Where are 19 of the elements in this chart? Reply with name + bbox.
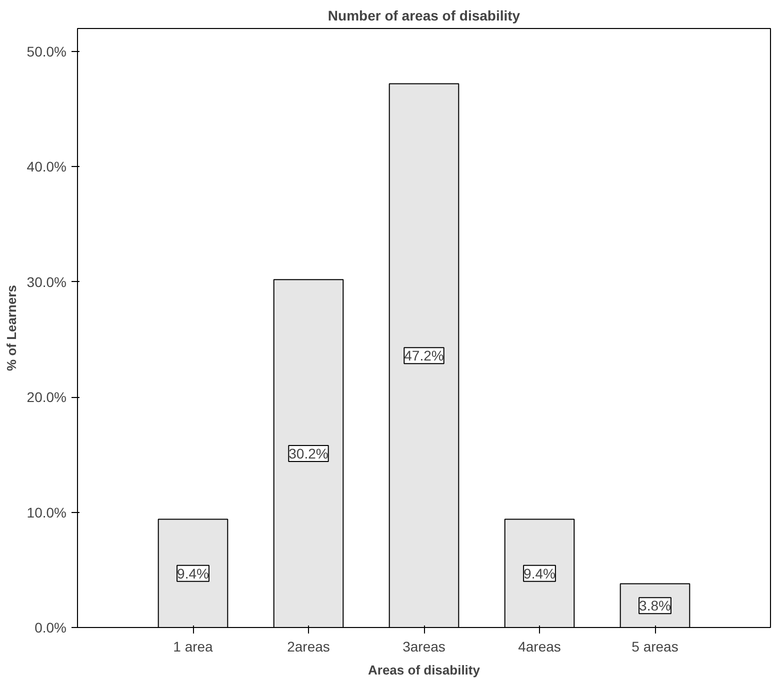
- x-axis-title: Areas of disability: [368, 662, 481, 678]
- data-label: 9.4%: [524, 565, 556, 582]
- x-tick-label: 3areas: [402, 638, 446, 654]
- y-tick-label: 20.0%: [26, 389, 67, 406]
- data-label: 30.2%: [288, 446, 328, 462]
- y-tick-label: 30.0%: [26, 274, 67, 290]
- x-tick-label: 2areas: [287, 638, 330, 654]
- chart-title: Number of areas of disability: [328, 8, 520, 24]
- y-axis-title: % of Learners: [4, 285, 19, 371]
- x-tick-label: 4areas: [518, 638, 561, 654]
- y-tick-label: 40.0%: [26, 158, 67, 175]
- y-tick-label: 10.0%: [26, 504, 67, 520]
- x-tick-label: 1 area: [173, 638, 214, 654]
- data-label: 47.2%: [404, 348, 444, 364]
- y-tick-label: 50.0%: [26, 44, 67, 60]
- data-label: 3.8%: [639, 598, 671, 614]
- data-label: 9.4%: [177, 565, 209, 582]
- x-tick-label: 5 areas: [632, 638, 678, 654]
- y-tick-label: 0.0%: [34, 620, 67, 636]
